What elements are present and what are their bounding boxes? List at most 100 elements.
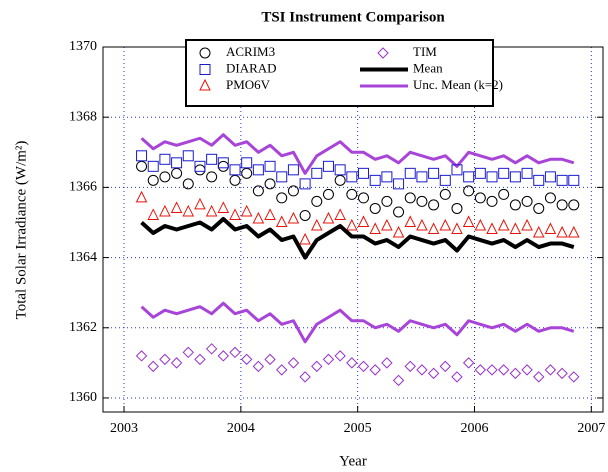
marker bbox=[240, 204, 253, 217]
marker bbox=[205, 343, 218, 355]
marker bbox=[533, 174, 545, 186]
marker bbox=[462, 215, 475, 227]
legend-label: TIM bbox=[413, 44, 437, 59]
marker bbox=[217, 201, 230, 213]
marker bbox=[159, 171, 171, 183]
marker bbox=[521, 195, 533, 207]
marker bbox=[568, 199, 580, 211]
marker bbox=[182, 178, 194, 190]
marker bbox=[544, 192, 556, 204]
marker bbox=[299, 178, 311, 190]
marker bbox=[276, 192, 288, 204]
marker bbox=[404, 167, 416, 179]
legend-label: DIARAD bbox=[226, 60, 277, 75]
marker bbox=[474, 218, 487, 231]
marker bbox=[439, 174, 451, 186]
y-tick-label: 1370 bbox=[69, 39, 97, 54]
marker bbox=[147, 160, 159, 172]
marker bbox=[276, 171, 288, 183]
marker bbox=[287, 357, 300, 369]
marker bbox=[439, 360, 451, 373]
marker bbox=[369, 202, 381, 214]
marker bbox=[299, 232, 311, 245]
marker bbox=[427, 222, 440, 234]
marker bbox=[229, 164, 241, 176]
marker bbox=[311, 360, 323, 373]
marker bbox=[264, 178, 276, 190]
marker bbox=[334, 164, 346, 176]
marker bbox=[182, 204, 195, 217]
marker bbox=[206, 171, 218, 183]
marker bbox=[194, 164, 206, 176]
y-tick-label: 1368 bbox=[69, 109, 97, 124]
marker bbox=[170, 357, 183, 369]
marker bbox=[497, 218, 510, 231]
marker bbox=[346, 188, 358, 200]
marker bbox=[521, 167, 533, 179]
marker bbox=[194, 197, 206, 210]
marker bbox=[416, 218, 428, 231]
y-tick-label: 1364 bbox=[69, 250, 97, 265]
x-tick-label: 2007 bbox=[577, 421, 605, 436]
marker bbox=[136, 150, 148, 162]
marker bbox=[486, 222, 498, 234]
marker bbox=[439, 188, 451, 200]
marker bbox=[264, 208, 276, 220]
marker bbox=[135, 190, 148, 203]
y-tick-label: 1360 bbox=[69, 390, 97, 405]
marker bbox=[498, 188, 510, 200]
marker bbox=[567, 225, 580, 238]
marker bbox=[229, 174, 241, 186]
marker bbox=[533, 371, 545, 383]
marker bbox=[544, 171, 556, 183]
x-tick-label: 2005 bbox=[344, 421, 372, 436]
x-tick-label: 2003 bbox=[110, 421, 138, 436]
marker bbox=[357, 215, 370, 227]
legend-label: Unc. Mean (k=2) bbox=[413, 77, 503, 92]
marker bbox=[171, 167, 183, 179]
marker bbox=[556, 174, 568, 186]
marker bbox=[404, 360, 416, 373]
series-line bbox=[140, 133, 575, 175]
marker bbox=[474, 167, 486, 179]
marker bbox=[252, 164, 264, 176]
marker bbox=[392, 225, 405, 238]
marker bbox=[509, 367, 522, 380]
marker bbox=[509, 171, 521, 183]
marker bbox=[217, 350, 230, 362]
marker bbox=[381, 171, 393, 183]
marker bbox=[159, 353, 171, 366]
marker bbox=[240, 353, 253, 366]
marker bbox=[252, 360, 265, 373]
marker bbox=[556, 199, 568, 211]
legend-label: ACRIM3 bbox=[226, 44, 275, 59]
marker bbox=[428, 167, 440, 179]
marker bbox=[159, 204, 171, 217]
marker bbox=[369, 364, 381, 376]
marker bbox=[428, 199, 440, 211]
marker bbox=[544, 364, 557, 376]
marker bbox=[322, 211, 335, 224]
marker bbox=[544, 222, 557, 234]
marker bbox=[170, 201, 183, 213]
marker bbox=[182, 150, 194, 162]
marker bbox=[474, 192, 486, 204]
marker bbox=[463, 185, 475, 197]
marker bbox=[147, 208, 160, 220]
marker bbox=[533, 202, 545, 214]
marker bbox=[276, 364, 288, 376]
chart-title: TSI Instrument Comparison bbox=[261, 9, 445, 25]
marker bbox=[311, 167, 323, 179]
marker bbox=[322, 353, 335, 366]
y-tick-label: 1366 bbox=[69, 180, 97, 195]
marker bbox=[147, 174, 159, 186]
marker bbox=[404, 215, 417, 227]
marker bbox=[287, 164, 299, 176]
marker bbox=[199, 78, 211, 91]
marker bbox=[217, 157, 229, 169]
marker bbox=[404, 192, 416, 204]
marker bbox=[287, 185, 299, 197]
marker bbox=[159, 153, 171, 165]
marker bbox=[463, 171, 475, 183]
